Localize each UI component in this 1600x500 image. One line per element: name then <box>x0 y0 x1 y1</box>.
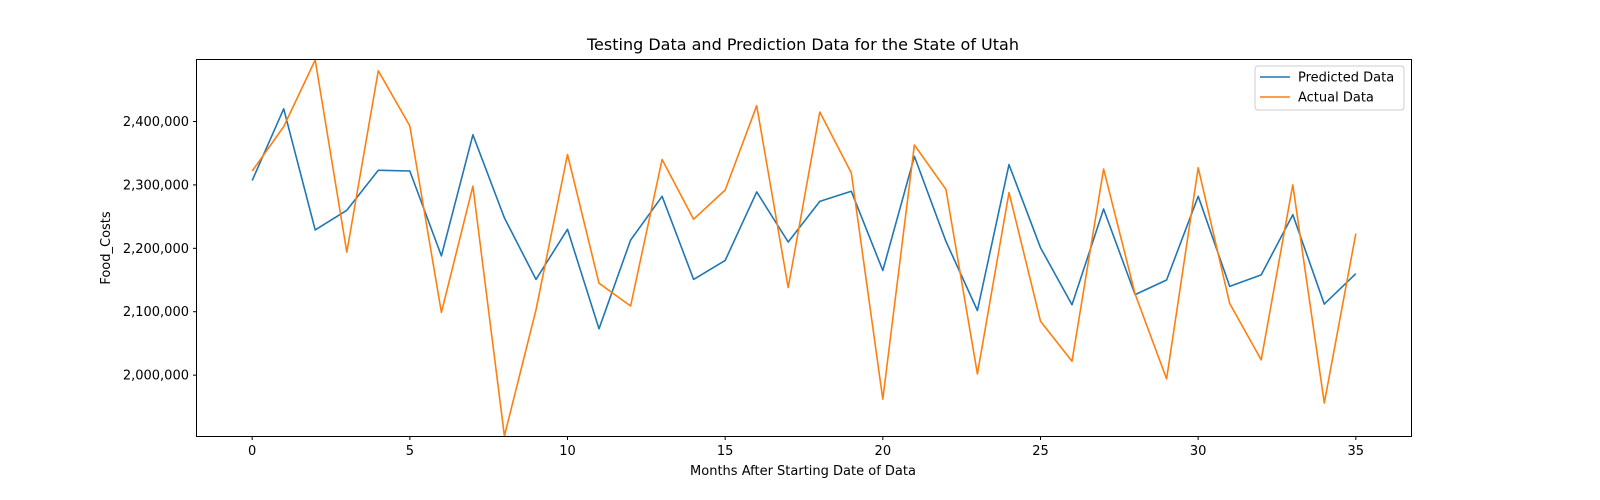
x-axis: 0 5 10 15 20 25 30 35 <box>248 436 1364 459</box>
y-tick-label: 2,100,000 <box>123 305 189 320</box>
y-tick-label: 2,300,000 <box>123 178 189 193</box>
x-tick-label: 15 <box>717 444 734 459</box>
x-tick-label: 10 <box>559 444 576 459</box>
chart-title: Testing Data and Prediction Data for the… <box>586 35 1019 54</box>
x-tick-label: 5 <box>406 444 414 459</box>
legend: Predicted Data Actual Data <box>1254 65 1405 111</box>
y-tick-label: 2,000,000 <box>123 369 189 384</box>
plot-frame <box>196 59 1412 437</box>
series-line-actual <box>251 59 1357 437</box>
legend-label: Actual Data <box>1298 91 1374 106</box>
x-axis-label: Months After Starting Date of Data <box>690 464 916 479</box>
x-tick-label: 25 <box>1032 444 1049 459</box>
y-axis-label: Food_Costs <box>99 211 114 285</box>
y-axis: 2,000,000 2,100,000 2,200,000 2,300,000 2,40… <box>123 115 197 384</box>
x-tick-label: 30 <box>1190 444 1207 459</box>
series-line-predicted <box>251 108 1357 330</box>
x-tick-label: 20 <box>875 444 892 459</box>
legend-label: Predicted Data <box>1298 71 1394 86</box>
plot-area <box>251 59 1357 437</box>
x-tick-label: 0 <box>248 444 256 459</box>
y-tick-label: 2,400,000 <box>123 115 189 130</box>
y-tick-label: 2,200,000 <box>123 242 189 257</box>
legend-box <box>1254 65 1405 111</box>
x-tick-label: 35 <box>1348 444 1365 459</box>
